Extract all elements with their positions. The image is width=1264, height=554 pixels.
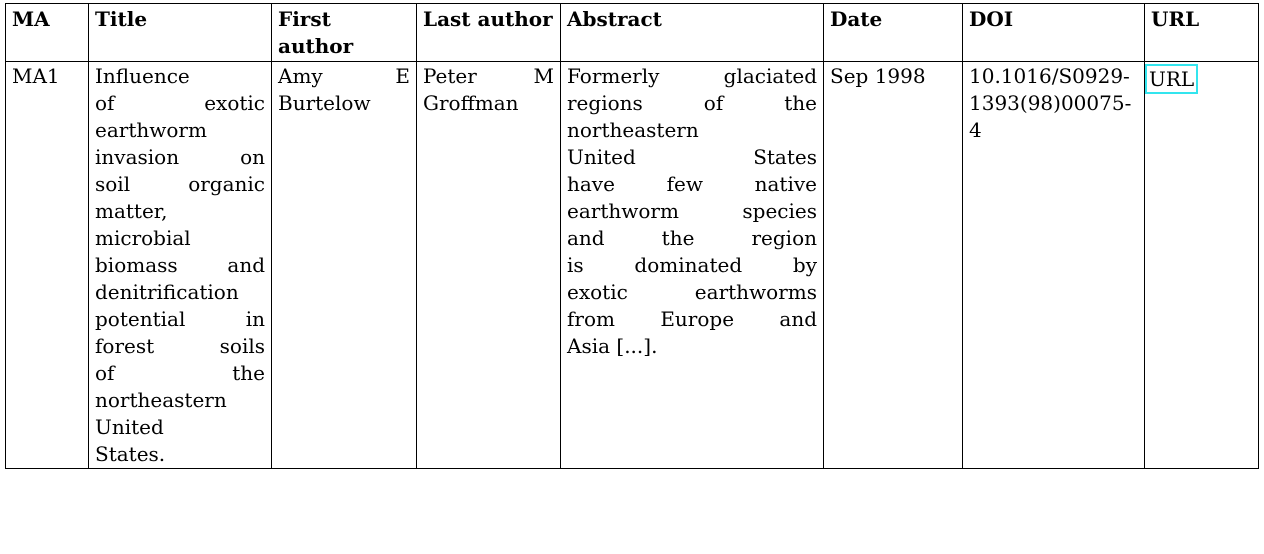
title-line: potential in xyxy=(95,307,265,331)
last-author-line: Groffman xyxy=(423,91,519,115)
abstract-line: and the region xyxy=(567,226,817,250)
abstract-line: exotic earthworms xyxy=(567,280,817,304)
cell-first-author: Amy E Burtelow xyxy=(271,61,417,469)
header-last-author: Last author xyxy=(416,3,561,62)
title-line: United xyxy=(95,415,164,439)
title-line: microbial xyxy=(95,226,191,250)
doi-line: 4 xyxy=(969,118,982,142)
abstract-line: northeastern xyxy=(567,118,699,142)
abstract-line: from Europe and xyxy=(567,307,817,331)
cell-date: Sep 1998 xyxy=(823,61,963,469)
title-line: earthworm xyxy=(95,118,207,142)
abstract-line: United States xyxy=(567,145,817,169)
header-url: URL xyxy=(1144,3,1259,62)
header-abstract: Abstract xyxy=(560,3,824,62)
header-first-author: First author xyxy=(271,3,417,62)
abstract-line: earthworm species xyxy=(567,199,817,223)
title-line: biomass and xyxy=(95,253,265,277)
cell-last-author: Peter M Groffman xyxy=(416,61,561,469)
abstract-line: regions of the xyxy=(567,91,817,115)
table-row: MA1 Influence of exotic earthworm invasi… xyxy=(5,61,1259,469)
title-line: northeastern xyxy=(95,388,227,412)
header-ma: MA xyxy=(5,3,89,62)
abstract-line: Formerly glaciated xyxy=(567,64,817,88)
title-line: forest soils xyxy=(95,334,265,358)
header-title: Title xyxy=(88,3,272,62)
header-row: MA Title First author Last author Abstra… xyxy=(5,3,1259,62)
doi-line: 10.1016/S0929- xyxy=(969,64,1130,88)
abstract-line: is dominated by xyxy=(567,253,817,277)
cell-title: Influence of exotic earthworm invasion o… xyxy=(88,61,272,469)
title-line: matter, xyxy=(95,199,168,223)
doi-line: 1393(98)00075- xyxy=(969,91,1132,115)
title-line: of the xyxy=(95,361,265,385)
header-doi: DOI xyxy=(962,3,1145,62)
title-line: denitrification xyxy=(95,280,239,304)
cell-url: URL xyxy=(1144,61,1259,469)
metadata-table: MA Title First author Last author Abstra… xyxy=(5,3,1259,469)
abstract-line: Asia [...]. xyxy=(567,334,658,358)
title-line: Influence xyxy=(95,64,190,88)
cell-ma: MA1 xyxy=(5,61,89,469)
last-author-line: Peter M xyxy=(423,64,554,88)
abstract-line: have few native xyxy=(567,172,817,196)
url-link[interactable]: URL xyxy=(1145,64,1199,94)
title-line: of exotic xyxy=(95,91,265,115)
first-author-line: Burtelow xyxy=(278,91,371,115)
cell-doi: 10.1016/S0929- 1393(98)00075- 4 xyxy=(962,61,1145,469)
header-date: Date xyxy=(823,3,963,62)
title-line: invasion on xyxy=(95,145,265,169)
cell-abstract: Formerly glaciated regions of the northe… xyxy=(560,61,824,469)
first-author-line: Amy E xyxy=(278,64,410,88)
title-line: soil organic xyxy=(95,172,265,196)
title-line: States. xyxy=(95,442,166,466)
